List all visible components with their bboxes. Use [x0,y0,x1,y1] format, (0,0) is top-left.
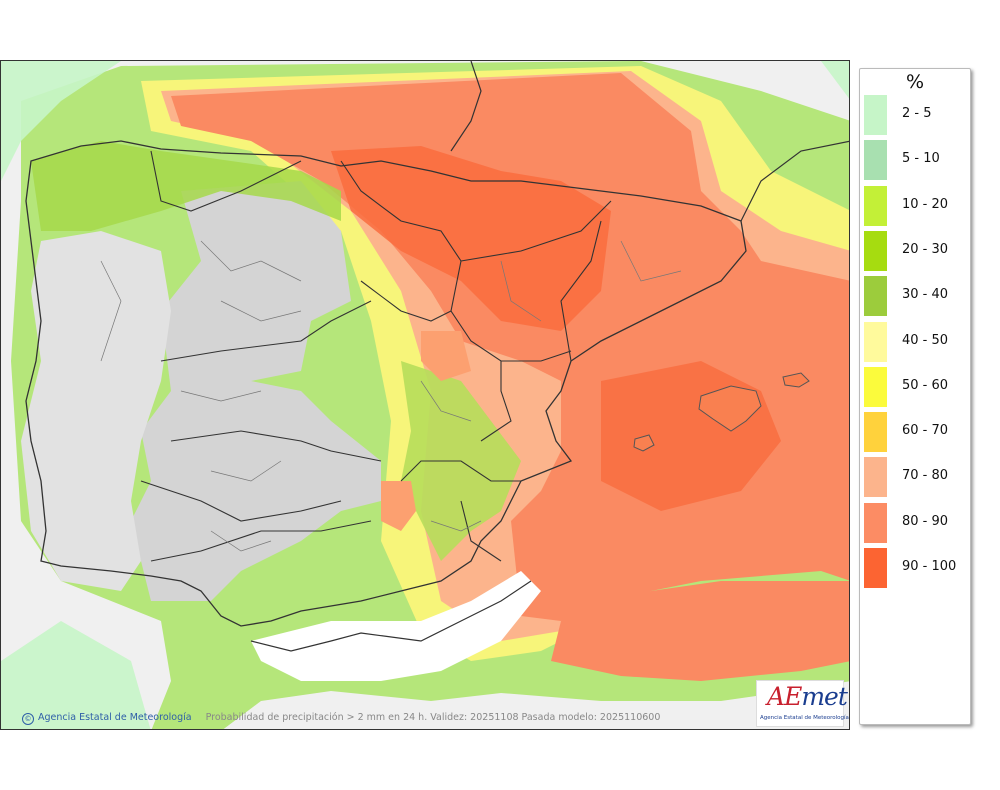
copyright-icon: © [22,713,34,725]
legend-label: 80 - 90 [902,513,949,529]
precipitation-probability-map [0,60,850,730]
legend-item: 30 - 40 [864,276,968,317]
zone-no-precip-north-africa [251,571,541,681]
province-boundaries [100,240,682,552]
legend-label: 10 - 20 [902,196,949,212]
legend-label: 5 - 10 [902,151,940,167]
legend-swatch [864,321,887,362]
legend-swatch [864,276,887,317]
zone-80-90-south-sea [551,581,849,681]
zone-90-100-north [331,146,611,331]
legend-swatch [864,140,887,181]
legend-item: 90 - 100 [864,548,968,588]
legend-item: 60 - 70 [864,412,968,453]
map-canvas [1,61,849,729]
legend-panel: % 2 - 5 5 - 10 10 - 20 20 - 30 30 - 40 40 - 5… [859,68,971,725]
legend-item: 40 - 50 [864,321,968,362]
balearic-ibiza [633,434,655,452]
legend-label: 60 - 70 [902,423,949,439]
legend-label: 30 - 40 [902,287,949,303]
north-africa-coastline [250,580,532,652]
legend-label: 40 - 50 [902,332,949,348]
legend-swatch [864,457,887,498]
zone-no-precip-plateau [131,181,381,601]
zone-10-30-north-coast [31,141,341,231]
logo-subtitle: Agencia Estatal de Meteorología [760,715,849,721]
organization-name: Agencia Estatal de Meteorología [38,712,192,723]
balearic-mallorca [698,385,762,432]
legend-item: 10 - 20 [864,185,968,226]
aemet-logo: AEmet Agencia Estatal de Meteorología [756,680,849,727]
regional-boundaries [140,150,612,562]
legend-swatch [864,185,887,226]
zone-no-precip-portugal [21,231,171,591]
legend-item: 80 - 90 [864,502,968,543]
legend-item: 70 - 80 [864,457,968,498]
logo-wordmark: AEmet [767,682,848,711]
footer-caption: © Agencia Estatal de Meteorología Probabil… [22,712,660,725]
map-caption: Probabilidad de precipitación > 2 mm en … [205,712,661,723]
legend-label: 20 - 30 [902,241,949,257]
legend-item: 50 - 60 [864,366,968,407]
legend-swatch [864,502,887,543]
legend-item: 5 - 10 [864,140,968,181]
legend-swatch [864,412,887,453]
legend-swatch [864,95,887,135]
legend-swatch [864,366,887,407]
legend-item: 20 - 30 [864,230,968,271]
legend-label: 50 - 60 [902,377,949,393]
legend-label: 70 - 80 [902,468,949,484]
legend-label: 90 - 100 [902,559,957,574]
legend-unit: % [905,71,925,93]
balearic-menorca [782,372,810,388]
legend-swatch [864,548,887,588]
zone-2-5-outer [1,61,849,729]
france-coastline [450,61,849,222]
legend-item: 2 - 5 [864,95,968,135]
zone-60-80-inland-patch [381,331,471,531]
legend-label: 2 - 5 [902,106,932,121]
legend-swatch [864,230,887,271]
